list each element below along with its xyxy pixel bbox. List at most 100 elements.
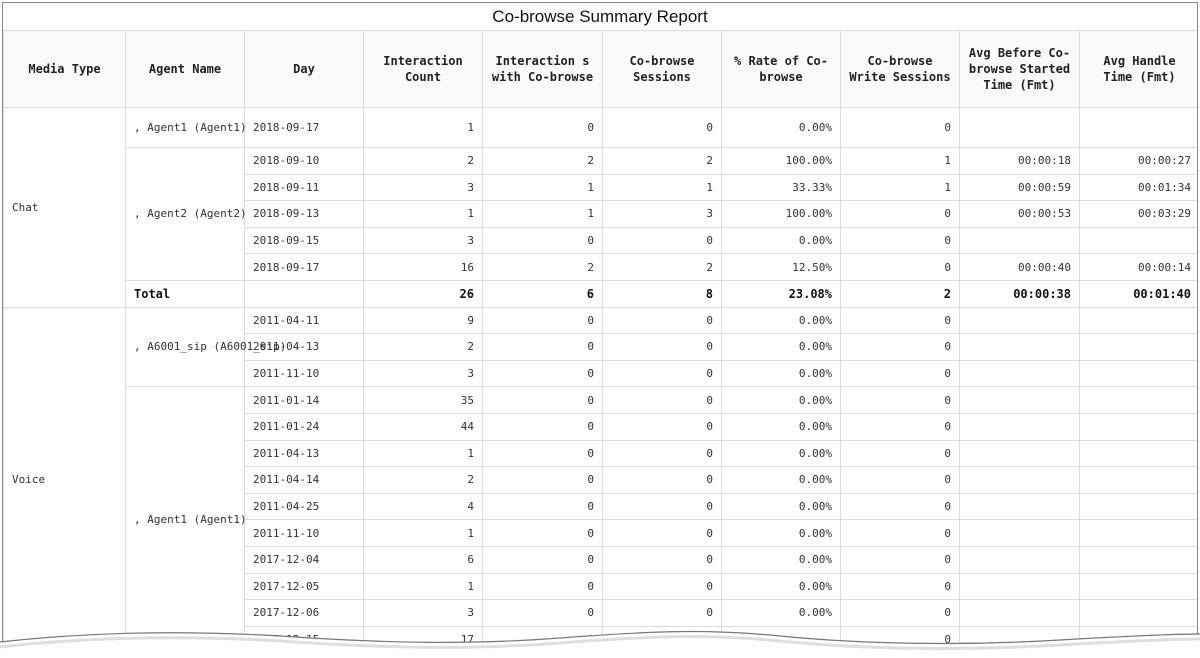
sessions-cell: 2 — [602, 147, 722, 175]
avg-before-cell — [959, 519, 1080, 547]
sessions-cell: 0 — [602, 306, 722, 335]
avg-before-cell — [959, 386, 1080, 414]
write-sessions-cell: 0 — [840, 306, 960, 335]
sessions-cell: 3 — [602, 200, 722, 228]
avg-before-cell — [959, 492, 1080, 521]
table-row: , Agent2 (Agent2) 2018-09-10 2 2 2 100.0… — [4, 147, 1197, 281]
day-cell: 2011-04-14 — [244, 466, 364, 494]
day-cell: 2017-12-04 — [244, 545, 364, 574]
table-row: 2018-09-13 1 1 3 100.00% 0 00:00:53 00:0… — [4, 200, 1197, 228]
rate-cell: 100.00% — [721, 200, 841, 228]
avg-before-cell: 00:00:40 — [959, 253, 1080, 281]
total-day-cell — [244, 279, 364, 308]
table-row: Voice , A6001_sip (A6001_sip) 2011-04-11… — [3, 306, 1197, 654]
avg-handle-cell: 00:00:14 — [1079, 253, 1197, 281]
rate-cell: 100.00% — [721, 147, 841, 175]
sessions-cell: 0 — [602, 333, 722, 361]
sessions-cell: 0 — [602, 545, 722, 574]
write-sessions-cell: 0 — [840, 200, 960, 228]
with-cobrowse-cell: 0 — [482, 572, 603, 601]
with-cobrowse-cell: 0 — [482, 306, 603, 335]
avg-handle-cell: 00:00:27 — [1079, 147, 1197, 175]
write-sessions-cell: 0 — [840, 466, 960, 494]
interaction-count-cell: 2 — [363, 466, 483, 494]
total-row: Total 26 6 8 23.08% 2 00:00:38 00:01:40 — [4, 279, 1197, 308]
avg-before-cell — [959, 439, 1080, 468]
write-sessions-cell: 0 — [840, 439, 960, 468]
avg-handle-cell — [1079, 412, 1197, 441]
total-sessions-cell: 8 — [602, 279, 722, 308]
column-header-rate-of-cobrowse[interactable]: % Rate of Co-browse — [721, 30, 841, 108]
avg-handle-cell — [1079, 492, 1197, 521]
interaction-count-cell: 1 — [363, 439, 483, 468]
write-sessions-cell: 0 — [840, 226, 960, 255]
agent-name-cell: , A6001_sip (A6001_sip) — [125, 306, 286, 388]
day-cell: 2017-12-05 — [244, 572, 364, 601]
column-header-media-type[interactable]: Media Type — [3, 30, 126, 108]
avg-before-cell: 00:00:59 — [959, 173, 1080, 202]
avg-handle-cell — [1079, 386, 1197, 414]
with-cobrowse-cell: 0 — [482, 333, 603, 361]
sessions-cell: 0 — [602, 439, 722, 468]
avg-handle-cell — [1079, 439, 1197, 468]
table-row: 2011-04-14 2 0 0 0.00% 0 — [4, 466, 1197, 494]
day-cell: 2011-11-10 — [244, 359, 364, 388]
table-row: 2018-09-17 16 2 2 12.50% 0 00:00:40 00:0… — [4, 253, 1197, 281]
total-avg-before-cell: 00:00:38 — [959, 279, 1080, 308]
column-header-interactions-with-cobrowse[interactable]: Interaction s with Co-browse — [482, 30, 603, 108]
with-cobrowse-cell: 0 — [482, 439, 603, 468]
rate-cell: 12.50% — [721, 253, 841, 281]
with-cobrowse-cell: 0 — [482, 226, 603, 255]
write-sessions-cell: 0 — [840, 253, 960, 281]
with-cobrowse-cell: 2 — [482, 147, 603, 175]
column-header-avg-before-cobrowse[interactable]: Avg Before Co-browse Started Time (Fmt) — [959, 30, 1080, 108]
day-cell: 2018-09-11 — [244, 173, 364, 202]
day-cell: 2018-09-15 — [244, 226, 364, 255]
day-cell: 2011-04-25 — [244, 492, 364, 521]
torn-edge-decoration — [0, 630, 1200, 658]
with-cobrowse-cell: 0 — [482, 386, 603, 414]
column-header-avg-handle-time[interactable]: Avg Handle Time (Fmt) — [1079, 30, 1197, 108]
rate-cell: 0.00% — [721, 466, 841, 494]
with-cobrowse-cell: 2 — [482, 253, 603, 281]
sessions-cell: 2 — [602, 253, 722, 281]
interaction-count-cell: 2 — [363, 147, 483, 175]
avg-handle-cell — [1079, 519, 1197, 547]
table-row: , Agent1 (Agent1) 2011-01-14 35 0 0 0.00… — [4, 386, 1197, 654]
with-cobrowse-cell: 0 — [482, 519, 603, 547]
avg-before-cell — [959, 545, 1080, 574]
with-cobrowse-cell: 0 — [482, 412, 603, 441]
day-cell: 2018-09-17 — [244, 253, 364, 281]
column-header-cobrowse-sessions[interactable]: Co-browse Sessions — [602, 30, 722, 108]
avg-handle-cell: 00:01:34 — [1079, 173, 1197, 202]
avg-before-cell — [959, 107, 1080, 148]
avg-before-cell — [959, 333, 1080, 361]
column-header-day[interactable]: Day — [244, 30, 364, 108]
avg-before-cell — [959, 226, 1080, 255]
table-row: 2017-12-06 3 0 0 0.00% 0 — [4, 599, 1197, 627]
interaction-count-cell: 35 — [363, 386, 483, 414]
agent-name-cell: , Agent1 (Agent1) — [125, 386, 247, 654]
with-cobrowse-cell: 1 — [482, 200, 603, 228]
interaction-count-cell: 1 — [363, 200, 483, 228]
column-header-interaction-count[interactable]: Interaction Count — [363, 30, 483, 108]
day-cell: 2011-04-11 — [244, 306, 364, 335]
with-cobrowse-cell: 0 — [482, 359, 603, 388]
with-cobrowse-cell: 1 — [482, 173, 603, 202]
total-avg-handle-cell: 00:01:40 — [1079, 279, 1197, 308]
day-cell: 2018-09-10 — [244, 147, 364, 175]
column-header-cobrowse-write-sessions[interactable]: Co-browse Write Sessions — [840, 30, 960, 108]
interaction-count-cell: 2 — [363, 333, 483, 361]
interaction-count-cell: 3 — [363, 173, 483, 202]
with-cobrowse-cell: 0 — [482, 107, 603, 148]
total-count-cell: 26 — [363, 279, 483, 308]
total-label: Total — [125, 279, 245, 308]
write-sessions-cell: 0 — [840, 412, 960, 441]
write-sessions-cell: 0 — [840, 359, 960, 388]
day-cell: 2017-12-06 — [244, 599, 364, 627]
write-sessions-cell: 1 — [840, 173, 960, 202]
avg-before-cell — [959, 359, 1080, 388]
avg-before-cell — [959, 466, 1080, 494]
column-header-agent-name[interactable]: Agent Name — [125, 30, 245, 108]
interaction-count-cell: 16 — [363, 253, 483, 281]
